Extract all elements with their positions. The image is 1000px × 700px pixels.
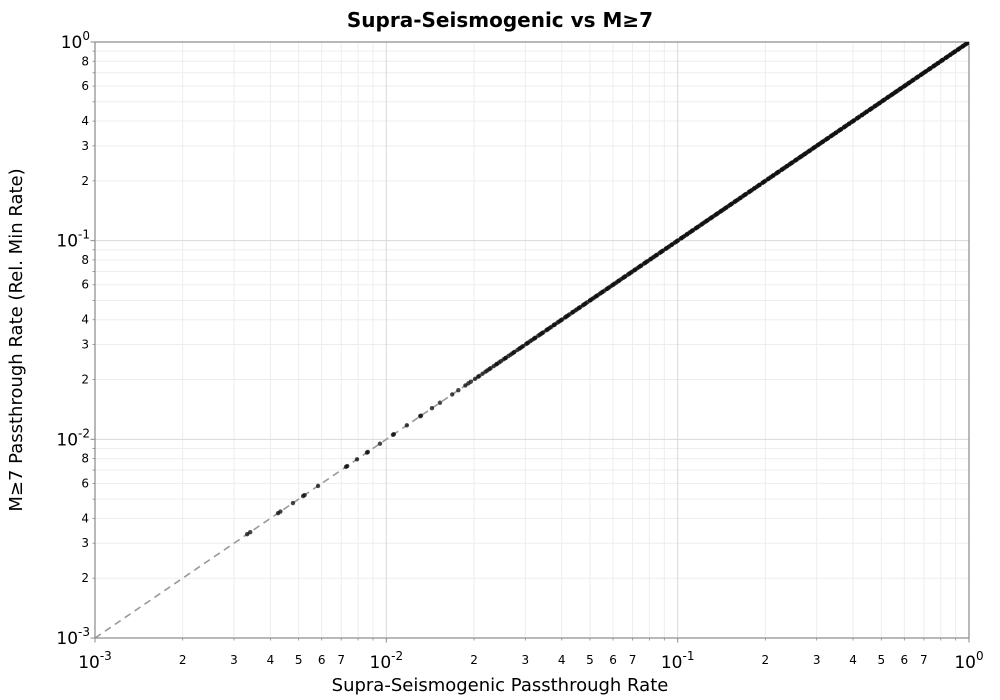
y-minor-tick-label: 6	[81, 278, 89, 292]
y-minor-tick-label: 3	[81, 139, 89, 153]
data-points	[245, 42, 969, 537]
scatter-point	[302, 492, 307, 498]
y-major-tick-label: 10-1	[56, 228, 90, 252]
y-minor-tick-label: 4	[81, 114, 89, 128]
y-minor-tick-label: 4	[81, 313, 89, 327]
scatter-point	[472, 376, 478, 382]
plot-frame	[94, 41, 970, 639]
scatter-point	[248, 529, 253, 535]
chart-title: Supra-Seismogenic vs M≥7	[347, 8, 653, 32]
x-minor-tick-label: 5	[295, 653, 303, 667]
scatter-point	[449, 392, 455, 397]
scatter-point	[418, 413, 424, 418]
x-minor-tick-label: 4	[849, 653, 857, 667]
x-minor-tick-label: 6	[901, 653, 909, 667]
scatter-point	[468, 379, 474, 384]
axis-tick-marks	[90, 41, 970, 643]
y-minor-tick-label: 2	[81, 174, 89, 188]
x-minor-tick-label: 5	[586, 653, 594, 667]
x-major-tick-label: 10-2	[370, 649, 404, 673]
x-minor-tick-label: 4	[267, 653, 275, 667]
x-minor-tick-label: 3	[230, 653, 238, 667]
scatter-point	[429, 406, 435, 411]
scatter-point	[391, 432, 397, 437]
y-minor-tick-label: 8	[81, 54, 89, 68]
x-minor-tick-label: 2	[179, 653, 187, 667]
x-minor-tick-label: 3	[813, 653, 821, 667]
scatter-point	[477, 373, 482, 379]
scatter-point	[315, 483, 321, 489]
y-minor-tick-label: 8	[81, 452, 89, 466]
scatter-point	[377, 441, 383, 446]
scatter-point	[365, 449, 371, 455]
x-minor-tick-label: 2	[470, 653, 478, 667]
y-minor-tick-label: 8	[81, 253, 89, 267]
scatter-point	[437, 400, 443, 405]
y-minor-tick-label: 3	[81, 536, 89, 550]
y-major-tick-label: 10-2	[56, 426, 90, 450]
scatter-point	[278, 509, 283, 514]
x-minor-tick-label: 5	[877, 653, 885, 667]
scatter-point	[966, 42, 969, 45]
scatter-point	[488, 366, 493, 371]
y-minor-tick-label: 6	[81, 476, 89, 490]
minor-gridlines	[95, 42, 969, 638]
x-major-tick-label: 100	[954, 649, 983, 673]
y-major-tick-label: 100	[61, 29, 90, 53]
scatter-point	[290, 500, 296, 506]
x-major-tick-label: 10-1	[661, 649, 695, 673]
scatter-point	[404, 423, 410, 428]
scatter-point	[354, 457, 360, 462]
x-minor-tick-label: 2	[762, 653, 770, 667]
x-minor-tick-label: 3	[522, 653, 530, 667]
y-major-tick-label: 10-3	[56, 625, 90, 649]
x-minor-tick-label: 4	[558, 653, 566, 667]
x-minor-tick-label: 7	[629, 653, 637, 667]
x-minor-tick-label: 7	[920, 653, 928, 667]
scatter-point	[456, 388, 461, 393]
x-minor-tick-label: 6	[318, 653, 326, 667]
y-minor-tick-label: 2	[81, 373, 89, 387]
x-axis-label: Supra-Seismogenic Passthrough Rate	[332, 675, 669, 696]
x-minor-tick-label: 6	[609, 653, 617, 667]
x-major-tick-label: 10-3	[78, 649, 112, 673]
scatter-point	[345, 463, 350, 469]
x-minor-tick-label: 7	[337, 653, 345, 667]
y-axis-label: M≥7 Passthrough Rate (Rel. Min Rate)	[6, 168, 27, 511]
y-minor-tick-label: 3	[81, 338, 89, 352]
y-minor-tick-label: 4	[81, 511, 89, 525]
y-minor-tick-label: 6	[81, 79, 89, 93]
y-minor-tick-label: 2	[81, 571, 89, 585]
